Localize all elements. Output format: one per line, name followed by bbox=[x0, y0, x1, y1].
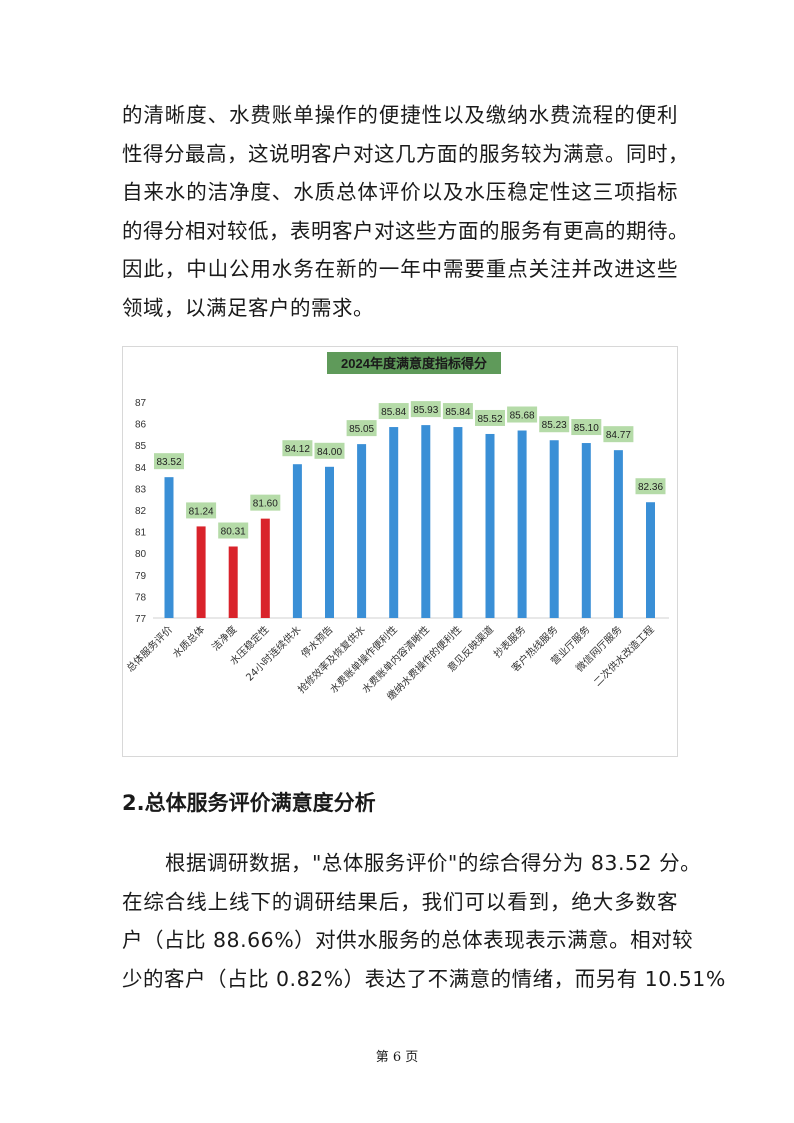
data-label-bg bbox=[442, 403, 473, 420]
bar bbox=[164, 477, 174, 618]
data-label-bg bbox=[218, 522, 249, 539]
data-label: 83.52 bbox=[156, 457, 181, 468]
data-label-bg bbox=[346, 420, 377, 437]
data-label-bg bbox=[539, 416, 570, 433]
data-label: 84.12 bbox=[285, 444, 310, 455]
data-label: 85.23 bbox=[542, 420, 567, 431]
y-tick-label: 80 bbox=[135, 549, 147, 560]
seal-stamp bbox=[770, 420, 794, 580]
data-label: 82.36 bbox=[638, 482, 663, 493]
text-line: 少的客户（占比 0.82%）表达了不满意的情绪，而另有 10.51% bbox=[122, 966, 726, 991]
text-line: 自来水的洁净度、水质总体评价以及水压稳定性这三项指标 bbox=[122, 180, 678, 204]
data-label: 85.84 bbox=[381, 407, 406, 418]
bar bbox=[646, 502, 655, 618]
bar bbox=[421, 425, 431, 618]
bar bbox=[581, 443, 591, 618]
bar bbox=[613, 450, 623, 618]
data-label: 85.68 bbox=[510, 411, 535, 422]
text-line: 的得分相对较低，表明客户对这些方面的服务有更高的期待。 bbox=[122, 218, 689, 243]
data-label: 80.31 bbox=[221, 527, 246, 538]
y-tick-label: 78 bbox=[135, 592, 147, 603]
bar bbox=[453, 427, 463, 618]
bar bbox=[517, 430, 527, 618]
bar bbox=[228, 546, 238, 618]
y-tick-label: 79 bbox=[135, 571, 147, 582]
page-number: 第 6 页 bbox=[375, 1050, 419, 1065]
y-tick-label: 86 bbox=[135, 420, 147, 431]
section-heading: 2.总体服务评价满意度分析 bbox=[122, 791, 376, 815]
text-line: 户（占比 88.66%）对供水服务的总体表现表示满意。相对较 bbox=[122, 928, 694, 952]
data-label: 84.00 bbox=[317, 447, 342, 458]
chart-title: 2024年度满意度指标得分 bbox=[341, 356, 487, 371]
data-label-bg bbox=[603, 426, 634, 443]
category-label: 水质总体 bbox=[170, 623, 207, 660]
category-label: 总体服务评价 bbox=[124, 623, 176, 675]
category-label: 24小时连续供水 bbox=[243, 623, 304, 684]
bar bbox=[292, 464, 302, 618]
data-label: 85.93 bbox=[413, 405, 438, 416]
text-line: 因此，中山公用水务在新的一年中需要重点关注并改进这些 bbox=[122, 257, 678, 281]
text-line: 性得分最高，这说明客户对这几方面的服务较为满意。同时， bbox=[122, 141, 689, 166]
data-label: 81.60 bbox=[253, 499, 278, 510]
y-tick-label: 77 bbox=[135, 614, 147, 625]
y-tick-label: 83 bbox=[135, 484, 147, 495]
bar bbox=[196, 526, 206, 618]
bar bbox=[389, 427, 399, 618]
bar bbox=[260, 518, 270, 618]
data-label: 85.05 bbox=[349, 424, 374, 435]
y-tick-label: 82 bbox=[135, 506, 147, 517]
category-label: 洁净度 bbox=[209, 623, 239, 653]
data-label-bg bbox=[410, 401, 441, 418]
text-line: 的清晰度、水费账单操作的便捷性以及缴纳水费流程的便利 bbox=[122, 103, 678, 127]
data-label-bg bbox=[475, 409, 505, 426]
y-tick-label: 81 bbox=[135, 528, 147, 539]
bar bbox=[357, 444, 367, 618]
data-label-bg bbox=[507, 406, 538, 423]
data-label-bg bbox=[154, 453, 184, 470]
bar-chart: 2024年度满意度指标得分 77 78 79 80 81 82 83 84 85 86 87 83.52… bbox=[124, 352, 669, 703]
y-tick-label: 87 bbox=[135, 398, 147, 409]
data-label-bg bbox=[378, 403, 409, 420]
y-tick-label: 85 bbox=[135, 441, 147, 452]
data-label: 84.77 bbox=[606, 430, 631, 441]
bar bbox=[325, 466, 334, 618]
data-label: 81.24 bbox=[189, 506, 214, 517]
data-label: 85.10 bbox=[574, 423, 599, 434]
data-label: 85.84 bbox=[445, 407, 470, 418]
bar bbox=[485, 433, 495, 618]
chart-figure: 2024年度满意度指标得分 77 78 79 80 81 82 83 84 85 86 87 83.52… bbox=[122, 346, 678, 757]
data-label: 85.52 bbox=[477, 414, 502, 425]
data-label-bg bbox=[314, 442, 345, 459]
text-line: 根据调研数据，"总体服务评价"的综合得分为 83.52 分。 bbox=[165, 851, 702, 875]
y-tick-label: 84 bbox=[135, 463, 147, 474]
data-label-bg bbox=[571, 419, 602, 436]
text-line: 领域，以满足客户的需求。 bbox=[122, 295, 374, 320]
bar bbox=[549, 440, 559, 618]
chart-title-bg bbox=[327, 352, 501, 374]
data-label-bg bbox=[282, 440, 313, 457]
data-label-bg bbox=[250, 494, 281, 511]
data-label-bg bbox=[186, 502, 217, 519]
text-line: 在综合线上线下的调研结果后，我们可以看到，绝大多数客 bbox=[122, 889, 678, 914]
data-label-bg bbox=[635, 478, 666, 495]
